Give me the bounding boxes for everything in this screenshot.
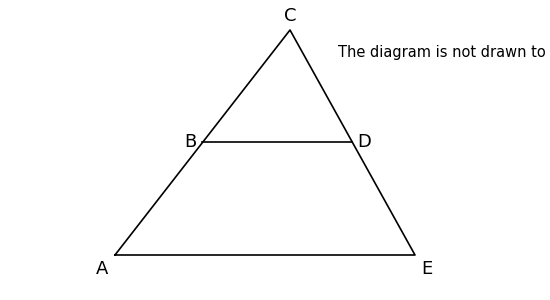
Text: E: E bbox=[421, 260, 433, 278]
Text: B: B bbox=[184, 133, 196, 151]
Text: The diagram is not drawn to scale: The diagram is not drawn to scale bbox=[338, 44, 550, 59]
Text: D: D bbox=[357, 133, 371, 151]
Text: A: A bbox=[96, 260, 108, 278]
Text: C: C bbox=[284, 7, 296, 25]
